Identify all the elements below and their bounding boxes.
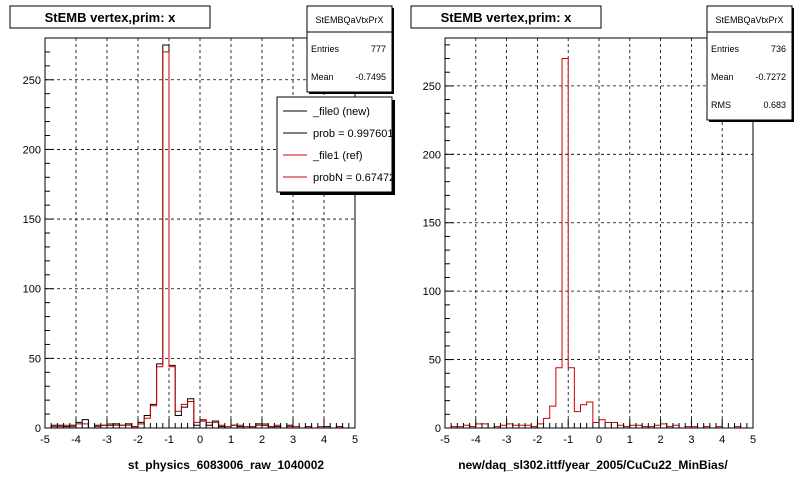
- x-axis: -5 -4 -3 -2 -1 0 1 2 3 4 5: [440, 419, 756, 446]
- title-box: [410, 5, 602, 29]
- x-tick-label: -1: [164, 434, 174, 446]
- x-tick-label: 1: [627, 434, 633, 446]
- stats-name: StEMBQaVtxPrX: [715, 15, 783, 25]
- histogram-panel-2: -5 -4 -3 -2 -1 0 1 2 3 4 5050100150200250new/daq_s…: [410, 5, 794, 472]
- stats-name: StEMBQaVtxPrX: [315, 15, 383, 25]
- x-tick-label: 4: [719, 434, 725, 446]
- x-tick-label: 5: [352, 434, 358, 446]
- stats-box-frame: [706, 5, 793, 121]
- stats-mean-value: -0.7495: [355, 72, 386, 82]
- stats-rms-value: 0.683: [763, 100, 786, 110]
- legend-label-1: _file0 (new): [312, 106, 370, 118]
- x-tick-label: 2: [658, 434, 664, 446]
- y-axis: 0 50 100 150 200 250: [423, 44, 454, 435]
- x-tick-label: 1: [228, 434, 234, 446]
- x-tick-label: 0: [197, 434, 203, 446]
- y-tick-label: 50: [29, 353, 41, 365]
- x-axis-label: st_physics_6083006_raw_1040002: [128, 458, 324, 472]
- x-axis: -5 -4 -3 -2 -1 0 1 2 3 4 5: [40, 419, 358, 446]
- y-axis: 0 50 100 150 200 250: [23, 37, 54, 435]
- y-tick-label: 100: [23, 284, 41, 296]
- y-tick-label: 150: [423, 218, 441, 230]
- legend-entries: _file0 (new) prob = 0.997601 _file1 (ref) p…: [283, 106, 401, 184]
- stats-box: StEMBQaVtxPrX Entries 777 Mean -0.7495: [306, 5, 394, 94]
- legend-label-3: _file1 (ref): [312, 150, 363, 162]
- stats-mean-value: -0.7272: [755, 72, 786, 82]
- x-tick-label: 3: [688, 434, 694, 446]
- legend: _file0 (new) prob = 0.997601 _file1 (ref) p…: [276, 96, 401, 195]
- x-tick-label: -3: [502, 434, 512, 446]
- stats-mean-label: Mean: [711, 72, 734, 82]
- x-tick-label: 2: [259, 434, 265, 446]
- y-tick-label: 0: [435, 423, 441, 435]
- stats-entries-label: Entries: [311, 44, 340, 54]
- x-axis-label: new/daq_sl302.ittf/year_2005/CuCu22_MinB…: [458, 458, 728, 472]
- title-box: [9, 5, 211, 29]
- stats-entries-label: Entries: [711, 44, 740, 54]
- x-tick-label: 4: [321, 434, 327, 446]
- chart-title: StEMB vertex,prim: x: [45, 10, 177, 25]
- x-tick-label: -5: [440, 434, 450, 446]
- y-tick-label: 150: [23, 214, 41, 226]
- stats-box: StEMBQaVtxPrX Entries 736 Mean -0.7272 RMS 0.6…: [706, 5, 794, 122]
- legend-label-2: prob = 0.997601: [313, 128, 393, 140]
- stats-entries-value: 736: [771, 44, 786, 54]
- x-tick-label: -4: [471, 434, 481, 446]
- x-tick-label: -1: [563, 434, 573, 446]
- legend-label-4: probN = 0.674727: [313, 172, 401, 184]
- histogram-panel-1: -5 -4 -3 -2 -1 0 1 2 3 4 5050100150200250st_physic…: [9, 5, 401, 472]
- stats-entries-value: 777: [371, 44, 386, 54]
- y-tick-label: 250: [23, 75, 41, 87]
- y-tick-label: 0: [35, 423, 41, 435]
- stats-mean-label: Mean: [311, 72, 334, 82]
- y-tick-label: 200: [23, 144, 41, 156]
- stats-rms-label: RMS: [711, 100, 731, 110]
- y-tick-label: 100: [423, 286, 441, 298]
- x-tick-label: -5: [40, 434, 50, 446]
- x-tick-label: 3: [290, 434, 296, 446]
- x-tick-label: 5: [750, 434, 756, 446]
- x-tick-label: 0: [596, 434, 602, 446]
- y-tick-label: 200: [423, 149, 441, 161]
- y-tick-label: 250: [423, 81, 441, 93]
- x-tick-label: -3: [102, 434, 112, 446]
- x-tick-label: -4: [71, 434, 81, 446]
- x-tick-label: -2: [133, 434, 143, 446]
- y-tick-label: 50: [429, 355, 441, 367]
- chart-title: StEMB vertex,prim: x: [441, 10, 573, 25]
- legend-frame: [276, 96, 393, 193]
- x-tick-label: -2: [533, 434, 543, 446]
- stats-box-frame: [306, 5, 393, 93]
